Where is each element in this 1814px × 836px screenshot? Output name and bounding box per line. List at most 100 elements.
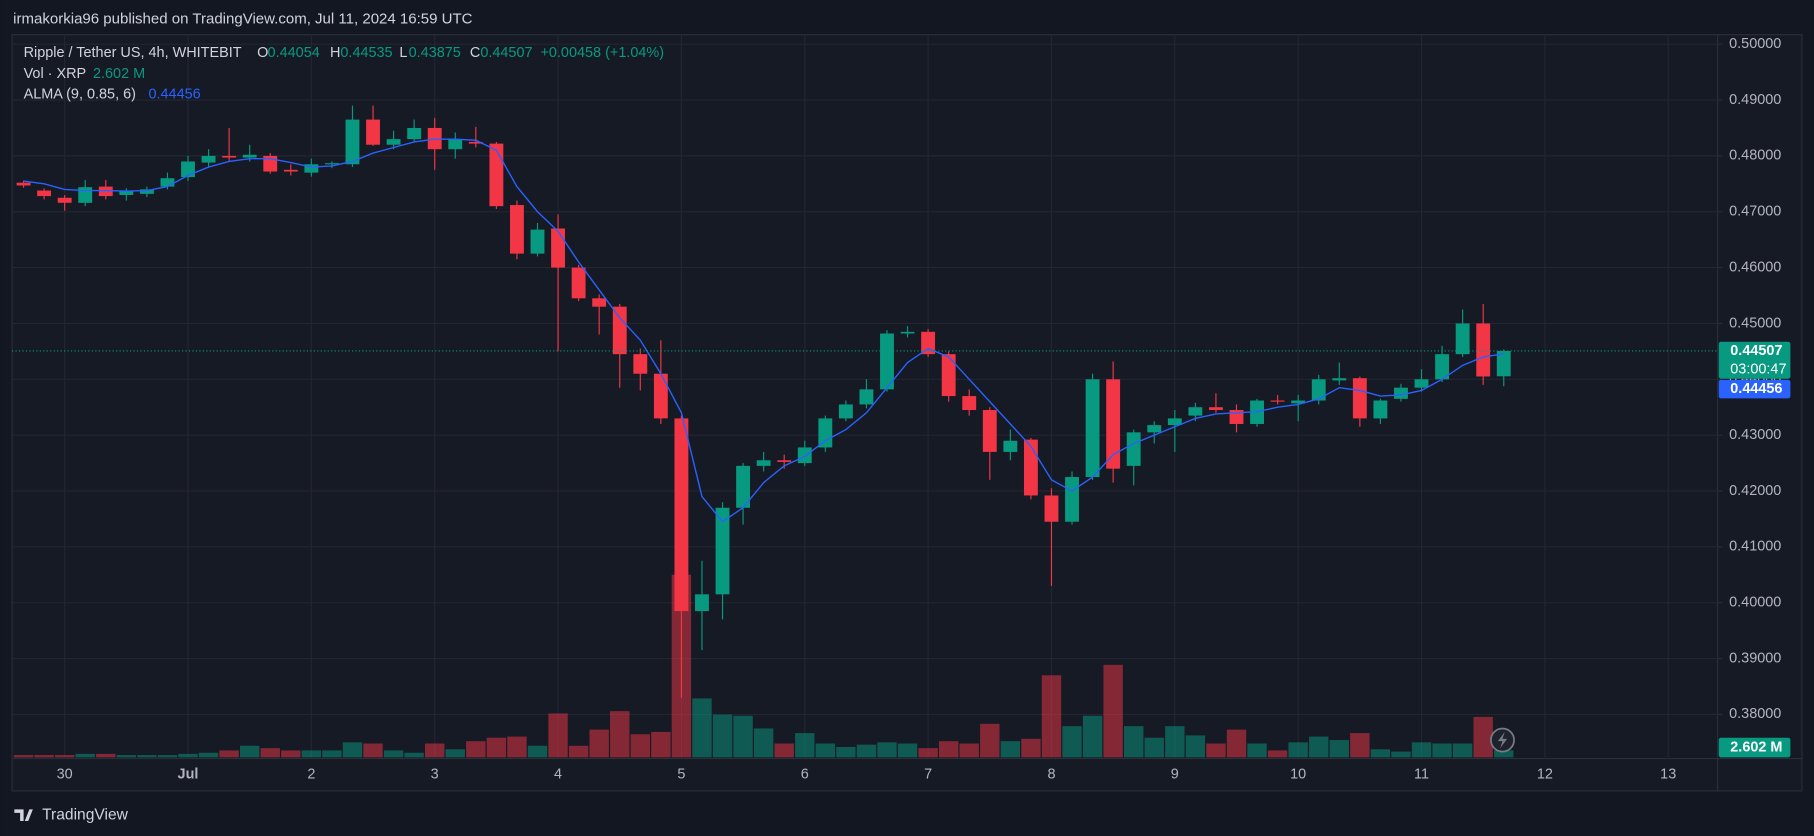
- volume-bar: [1247, 743, 1267, 758]
- candle-body: [98, 186, 113, 197]
- candle-body: [222, 155, 237, 158]
- candle-body: [1065, 477, 1079, 522]
- volume-bar: [1391, 751, 1411, 758]
- candle-body: [1023, 439, 1038, 496]
- y-tick-label: 0.39000: [1729, 650, 1781, 666]
- volume-bar: [507, 736, 527, 758]
- y-tick-label: 0.41000: [1729, 539, 1781, 555]
- x-tick-label: 13: [1660, 767, 1676, 783]
- candle-body: [1414, 379, 1429, 388]
- volume-bar: [938, 741, 959, 758]
- h-value: 0.44535: [340, 45, 392, 61]
- x-tick-label: 8: [1047, 767, 1055, 783]
- volume-bar: [651, 731, 671, 758]
- volume-bar: [486, 737, 507, 758]
- candle-body: [1311, 379, 1326, 401]
- candle-body: [530, 229, 545, 254]
- candle-body: [551, 228, 566, 268]
- volume-bar: [877, 742, 897, 758]
- y-tick-label: 0.50000: [1729, 36, 1781, 52]
- volume-bar: [301, 750, 322, 758]
- candle-body: [1167, 418, 1182, 426]
- volume-bar: [96, 753, 116, 758]
- volume-bar: [733, 715, 753, 758]
- volume-bar: [116, 755, 137, 758]
- volume-bar: [1165, 726, 1185, 758]
- volume-pane: [13, 574, 1514, 758]
- volume-bar: [13, 755, 34, 758]
- y-tick-label: 0.38000: [1729, 706, 1781, 722]
- candle-body: [592, 298, 607, 307]
- volume-bar: [980, 723, 1000, 758]
- candle-body: [982, 410, 997, 452]
- candle-body: [1435, 354, 1450, 380]
- x-tick-label: 30: [57, 767, 73, 783]
- x-tick-label: 3: [431, 767, 439, 783]
- volume-bar: [1144, 737, 1164, 758]
- x-tick-label: 7: [924, 767, 932, 783]
- candle-body: [201, 155, 216, 163]
- candle-body: [1373, 400, 1388, 419]
- volume-bar: [281, 750, 301, 758]
- y-tick-label: 0.47000: [1729, 204, 1781, 220]
- vol-name: Vol · XRP: [24, 66, 87, 82]
- x-tick-label: 12: [1537, 767, 1553, 783]
- candle-body: [715, 507, 730, 595]
- volume-bar: [774, 743, 794, 758]
- volume-bar: [137, 755, 157, 758]
- candle-body: [612, 306, 627, 355]
- volume-bar: [34, 755, 54, 758]
- x-tick-label: 5: [677, 767, 685, 783]
- candle-body: [1270, 400, 1285, 402]
- candle-body: [78, 187, 93, 203]
- candle-body: [242, 154, 257, 158]
- candle-body: [859, 389, 874, 405]
- candle-body: [1476, 323, 1491, 377]
- volume-bar: [1473, 716, 1493, 758]
- candle-body: [16, 182, 31, 186]
- candle-body: [57, 197, 72, 203]
- candle-body: [736, 465, 751, 508]
- volume-bar: [712, 714, 733, 758]
- candle-body: [1003, 440, 1018, 452]
- candles: [16, 105, 1511, 698]
- candle-body: [324, 163, 339, 165]
- volume-bar: [219, 750, 239, 758]
- candle-body: [119, 190, 134, 195]
- volume-bar: [1062, 726, 1082, 758]
- candle-body: [921, 331, 936, 355]
- x-tick-label: 6: [801, 767, 809, 783]
- volume-bar: [1370, 749, 1391, 758]
- volume-bar: [1432, 743, 1452, 758]
- alma-badge-text: 0.44456: [1730, 381, 1782, 397]
- volume-bar: [1226, 729, 1247, 758]
- volume-bar: [342, 742, 363, 758]
- grid: 0.50000 0.49000 0.48000 0.47000 0.46000 0.450…: [12, 34, 1781, 783]
- countdown-text: 03:00:47: [1730, 361, 1786, 377]
- volume-bar: [466, 741, 486, 758]
- footer: TradingView: [14, 806, 129, 823]
- volume-bar: [1103, 664, 1123, 758]
- lightning-button[interactable]: [1490, 727, 1515, 753]
- volume-bar: [836, 746, 856, 758]
- volume-bar: [548, 713, 568, 758]
- volume-bar: [918, 748, 938, 758]
- alma-line: [23, 138, 1504, 523]
- l-value: 0.43875: [409, 45, 461, 61]
- candle-body: [160, 178, 175, 187]
- volume-bar: [527, 745, 548, 758]
- alma-name: ALMA (9, 0.85, 6): [24, 87, 136, 103]
- candle-body: [900, 331, 915, 334]
- alma-badge: [1718, 379, 1791, 399]
- y-tick-label: 0.49000: [1729, 92, 1781, 108]
- candle-body: [1085, 379, 1100, 478]
- volume-bar: [75, 753, 95, 758]
- volume-bar: [363, 743, 383, 758]
- candle-body: [941, 354, 956, 397]
- volume-bar: [1350, 733, 1370, 758]
- change: +0.00458 (+1.04%): [540, 45, 664, 61]
- volume-bar: [425, 743, 445, 758]
- volume-bar: [692, 698, 712, 758]
- candle-body: [510, 205, 524, 254]
